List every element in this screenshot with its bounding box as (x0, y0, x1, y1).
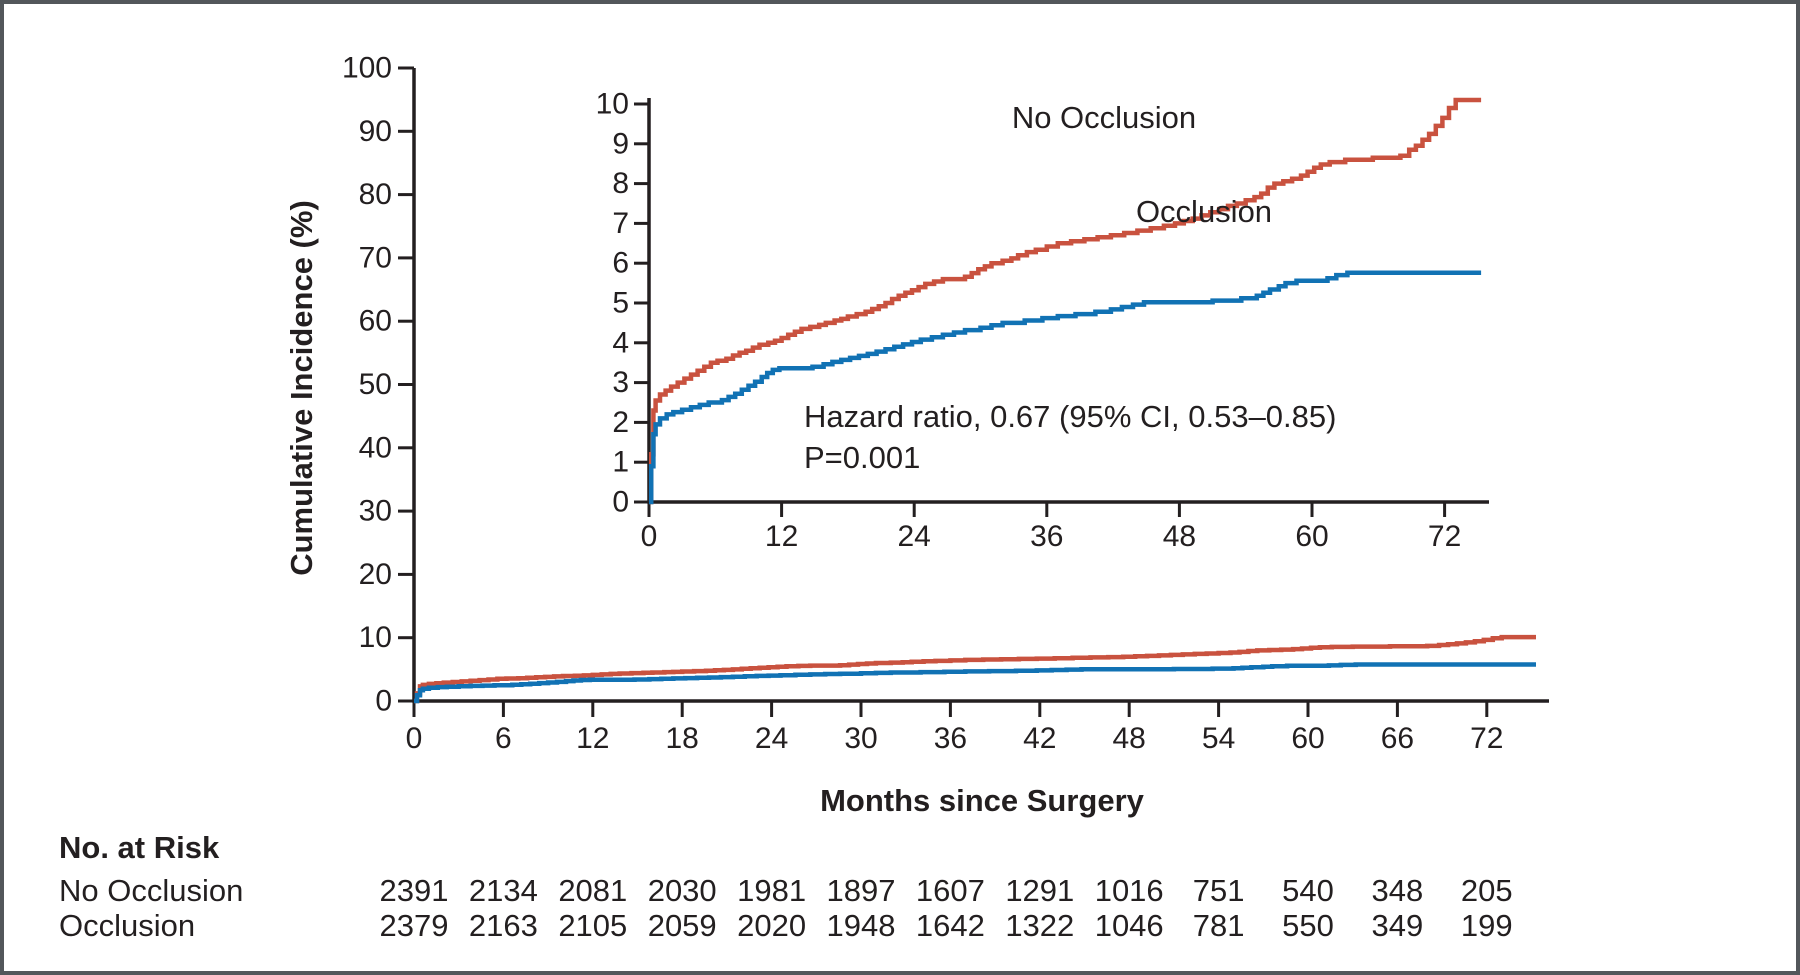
risk-cell: 1291 (1005, 873, 1075, 908)
risk-row-label: Occlusion (59, 908, 196, 943)
x-tick-label: 24 (898, 520, 931, 553)
risk-cell: 751 (1192, 873, 1245, 908)
x-tick-label: 30 (844, 722, 877, 755)
x-tick-label: 12 (765, 520, 798, 553)
y-tick-label: 20 (359, 558, 392, 591)
risk-row-label: No Occlusion (59, 873, 244, 908)
risk-cell: 2134 (468, 873, 538, 908)
y-tick-label: 1 (612, 446, 629, 479)
x-tick-label: 36 (934, 722, 967, 755)
y-tick-label: 4 (612, 326, 629, 359)
y-tick-label: 2 (612, 406, 629, 439)
y-tick-label: 80 (359, 178, 392, 211)
x-tick-label: 12 (576, 722, 609, 755)
x-tick-label: 42 (1023, 722, 1056, 755)
risk-cell: 2105 (558, 908, 628, 943)
x-tick-label: 0 (406, 722, 423, 755)
y-tick-label: 50 (359, 368, 392, 401)
x-tick-label: 6 (495, 722, 512, 755)
y-tick-label: 5 (612, 287, 629, 320)
risk-cell: 1642 (915, 908, 985, 943)
x-tick-label: 24 (755, 722, 788, 755)
x-tick-label: 36 (1030, 520, 1063, 553)
main-chart-y-axis: 0 10 20 30 40 50 60 70 80 90 100 (342, 52, 414, 718)
x-tick-label: 48 (1113, 722, 1146, 755)
hazard-ratio-text: Hazard ratio, 0.67 (95% CI, 0.53–0.85) (804, 399, 1337, 434)
y-tick-label: 30 (359, 495, 392, 528)
inset-chart-x-axis: 0 12 24 36 48 60 72 (641, 502, 1461, 553)
risk-cell: 1897 (826, 873, 896, 908)
x-tick-label: 60 (1291, 722, 1324, 755)
risk-cell: 1981 (737, 873, 807, 908)
y-tick-label: 40 (359, 431, 392, 464)
risk-cell: 550 (1282, 908, 1334, 943)
risk-cell: 2081 (558, 873, 628, 908)
y-tick-label: 8 (612, 167, 629, 200)
x-tick-label: 66 (1381, 722, 1414, 755)
risk-cell: 2030 (647, 873, 717, 908)
inset-chart-y-axis: 0 1 2 3 4 5 6 7 8 9 10 (596, 88, 649, 519)
risk-cell: 1948 (826, 908, 896, 943)
risk-cell: 1046 (1094, 908, 1164, 943)
risk-table-title: No. at Risk (59, 830, 220, 865)
risk-cell: 781 (1192, 908, 1245, 943)
curve-occlusion (414, 662, 1536, 704)
risk-cell: 1322 (1005, 908, 1075, 943)
y-axis-title: Cumulative Incidence (%) (284, 200, 319, 576)
series-label-occlusion: Occlusion (1135, 194, 1273, 229)
y-tick-label: 60 (359, 305, 392, 338)
curve-occlusion (648, 270, 1482, 505)
x-tick-label: 72 (1470, 722, 1503, 755)
y-tick-label: 70 (359, 241, 392, 274)
hazard-ratio-annotation: Hazard ratio, 0.67 (95% CI, 0.53–0.85) P… (804, 396, 1336, 478)
risk-cell: 2163 (468, 908, 538, 943)
curve-no-occlusion (414, 634, 1536, 704)
x-tick-label: 54 (1202, 722, 1235, 755)
risk-cell: 1016 (1094, 873, 1164, 908)
risk-cell: 2059 (647, 908, 717, 943)
series-label-no-occlusion: No Occlusion (1011, 100, 1197, 135)
main-chart-axes (412, 68, 1549, 703)
y-tick-label: 7 (612, 207, 629, 240)
y-tick-label: 10 (359, 621, 392, 654)
risk-cell: 2379 (379, 908, 449, 943)
risk-cell: 205 (1460, 873, 1513, 908)
risk-cell: 199 (1460, 908, 1513, 943)
x-tick-label: 0 (641, 520, 658, 553)
risk-cell: 1607 (915, 873, 985, 908)
p-value-text: P=0.001 (804, 440, 921, 475)
risk-cell: 349 (1371, 908, 1424, 943)
y-tick-label: 0 (375, 685, 392, 718)
risk-cell: 540 (1282, 873, 1334, 908)
curve-no-occlusion (648, 97, 1482, 505)
y-tick-label: 9 (612, 127, 629, 160)
y-tick-label: 0 (612, 486, 629, 519)
risk-cell: 2020 (737, 908, 807, 943)
x-tick-label: 72 (1428, 520, 1461, 553)
y-tick-label: 10 (596, 88, 629, 121)
x-tick-label: 18 (666, 722, 699, 755)
risk-cell: 2391 (379, 873, 449, 908)
x-axis-title: Months since Surgery (820, 783, 1144, 818)
main-chart-x-axis: 0 6 12 18 24 30 36 42 48 54 60 66 72 (406, 701, 1503, 755)
x-tick-label: 48 (1163, 520, 1196, 553)
risk-cell: 348 (1371, 873, 1424, 908)
y-tick-label: 6 (612, 247, 629, 280)
y-tick-label: 100 (342, 52, 392, 85)
x-tick-label: 60 (1295, 520, 1328, 553)
y-tick-label: 3 (612, 366, 629, 399)
y-tick-label: 90 (359, 115, 392, 148)
